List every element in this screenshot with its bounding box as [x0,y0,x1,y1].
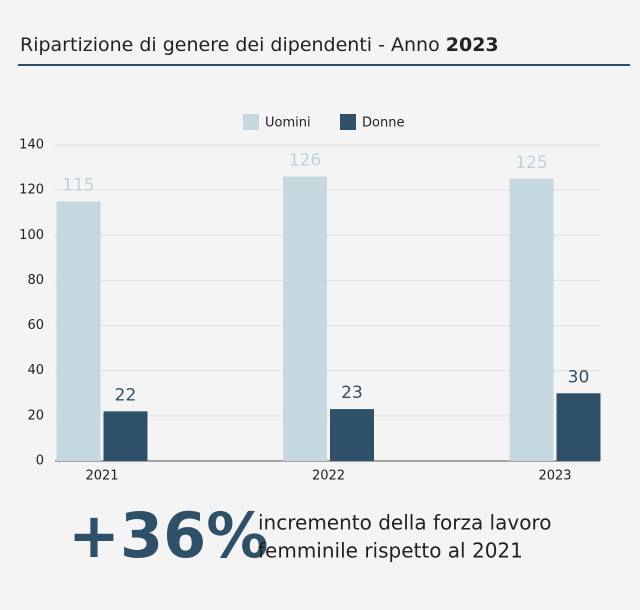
x-tick-label: 2023 [538,469,571,484]
y-tick-label: 0 [36,454,44,469]
y-tick-label: 140 [19,138,44,153]
legend-swatch [340,114,356,130]
highlight-text: incremento della forza lavoro [258,511,551,535]
legend-swatch [243,114,259,130]
value-label: 125 [515,153,547,173]
y-tick-label: 100 [19,228,44,243]
bar [330,409,374,461]
bar [556,393,601,461]
bar [103,411,148,461]
legend-label: Uomini [265,116,311,131]
y-tick-label: 120 [19,183,44,198]
value-label: 115 [62,175,94,195]
highlight-text: femminile rispetto al 2021 [258,539,523,563]
bar [509,178,554,461]
value-label: 22 [115,385,137,405]
title-text: Ripartizione di genere dei dipendenti - … [20,34,440,56]
title-year: 2023 [446,34,499,56]
chart-title: Ripartizione di genere dei dipendenti - … [20,34,499,56]
value-label: 126 [289,151,321,171]
y-tick-label: 40 [27,363,44,378]
highlight-value: +36% [68,499,268,572]
y-tick-label: 80 [27,273,44,288]
legend-label: Donne [362,116,404,131]
value-label: 30 [568,367,590,387]
value-label: 23 [341,383,363,403]
x-tick-label: 2021 [85,469,118,484]
bar [56,201,101,461]
y-tick-label: 60 [27,318,44,333]
y-tick-label: 20 [27,408,44,423]
x-tick-label: 2022 [312,469,345,484]
bar [283,176,327,461]
